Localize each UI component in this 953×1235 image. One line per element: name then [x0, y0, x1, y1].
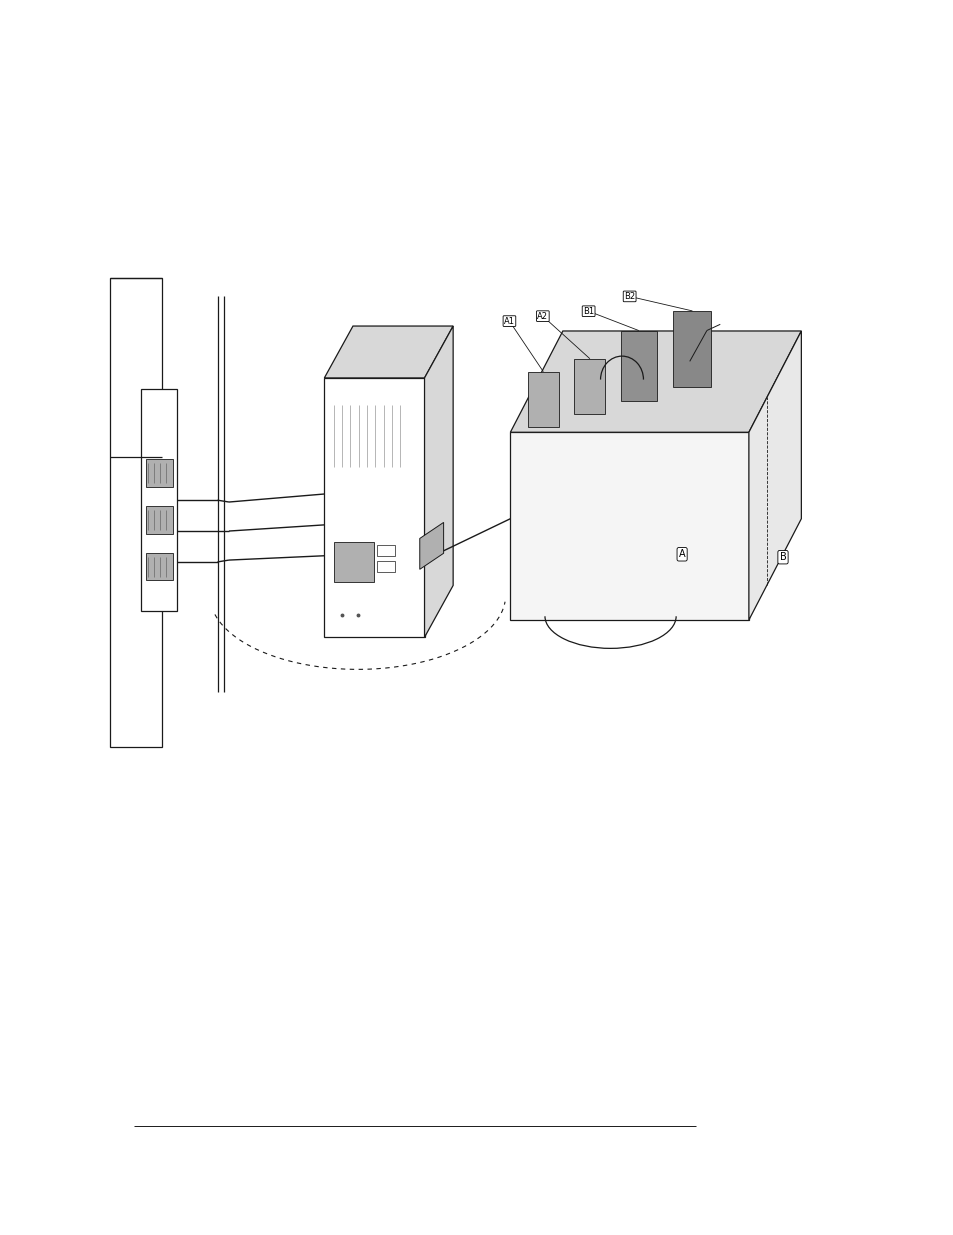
Bar — [376, 561, 395, 572]
Polygon shape — [146, 553, 172, 580]
Text: B1: B1 — [582, 306, 594, 316]
Polygon shape — [324, 326, 453, 378]
Polygon shape — [748, 331, 801, 620]
Text: A1: A1 — [503, 316, 515, 326]
Polygon shape — [324, 378, 424, 637]
Text: A2: A2 — [537, 311, 548, 321]
Polygon shape — [146, 459, 172, 487]
Polygon shape — [510, 331, 801, 432]
Polygon shape — [574, 358, 605, 415]
Polygon shape — [334, 542, 374, 582]
Bar — [141, 389, 177, 611]
Polygon shape — [510, 432, 748, 620]
Polygon shape — [146, 506, 172, 534]
Polygon shape — [424, 326, 453, 637]
Bar — [110, 278, 162, 747]
Polygon shape — [527, 372, 558, 427]
Polygon shape — [673, 311, 711, 387]
Polygon shape — [419, 522, 443, 569]
Text: A: A — [679, 550, 684, 559]
Polygon shape — [620, 331, 656, 401]
Bar — [376, 545, 395, 556]
Text: B2: B2 — [623, 291, 635, 301]
Text: B: B — [779, 552, 785, 562]
